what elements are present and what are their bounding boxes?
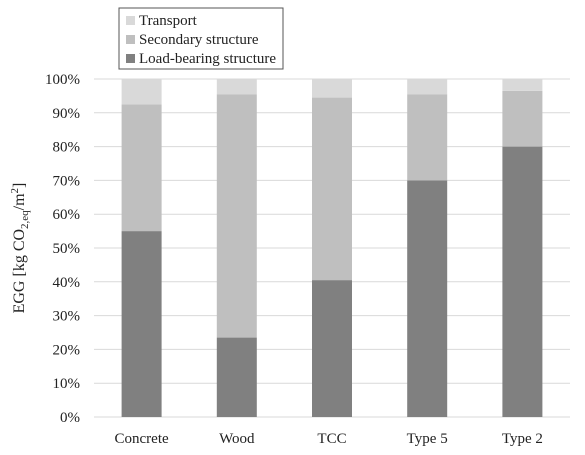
y-axis-label-part: EGG [kg CO (11, 229, 28, 313)
y-tick-label: 100% (45, 72, 80, 88)
y-tick-label: 60% (53, 207, 81, 223)
bar-segment (407, 94, 448, 181)
x-tick-label: Type 5 (407, 431, 448, 447)
y-axis-label-part: 2 (9, 188, 21, 194)
legend-entry: Secondary structure (139, 32, 259, 48)
y-tick-label: 70% (53, 173, 81, 189)
x-tick-labels: Concrete Wood TCC Type 5 Type 2 (115, 431, 543, 447)
bar-segment (407, 180, 448, 417)
legend: Transport Secondary structure Load-bearing… (118, 7, 284, 70)
x-tick-label: TCC (317, 431, 346, 447)
y-tick-label: 30% (53, 309, 81, 325)
bar-segment (216, 79, 257, 95)
legend-entry: Load-bearing structure (139, 51, 276, 67)
y-axis-label-part: /m (11, 193, 28, 210)
bar-segment (502, 79, 543, 91)
y-axis-label-part: 2,eq (19, 210, 31, 229)
bar-segment (216, 337, 257, 417)
bars (121, 79, 543, 417)
legend-swatch (126, 16, 135, 25)
bar-segment (312, 79, 352, 98)
bar-segment (312, 280, 352, 417)
bar-segment (121, 79, 162, 105)
legend-swatch (126, 35, 135, 44)
legend-entry: Transport (139, 13, 198, 29)
legend-box (118, 7, 284, 70)
bar-segment (407, 79, 448, 95)
bar-segment (216, 94, 257, 338)
y-axis-label: EGG [kg CO2,eq/m2] (9, 183, 31, 314)
bar-segment (502, 146, 543, 417)
y-axis-label-part: ] (11, 183, 28, 188)
x-tick-label: Type 2 (502, 431, 543, 447)
y-axis-title: EGG [kg CO2,eq/m2] (9, 183, 31, 314)
y-tick-labels: 0% 10% 20% 30% 40% 50% 60% 70% 80% 90% 100% (45, 72, 80, 426)
x-tick-label: Concrete (115, 431, 169, 447)
bar-segment (121, 104, 162, 232)
bar-segment (502, 90, 543, 147)
y-tick-label: 50% (53, 241, 81, 257)
y-tick-label: 90% (53, 106, 81, 122)
y-tick-label: 40% (53, 275, 81, 291)
y-tick-label: 0% (60, 410, 80, 426)
y-tick-label: 10% (53, 376, 81, 392)
x-tick-label: Wood (219, 431, 255, 447)
bar-segment (121, 231, 162, 417)
y-tick-label: 80% (53, 140, 81, 156)
y-tick-label: 20% (53, 342, 81, 358)
legend-swatch (126, 54, 135, 63)
bar-segment (312, 97, 352, 281)
